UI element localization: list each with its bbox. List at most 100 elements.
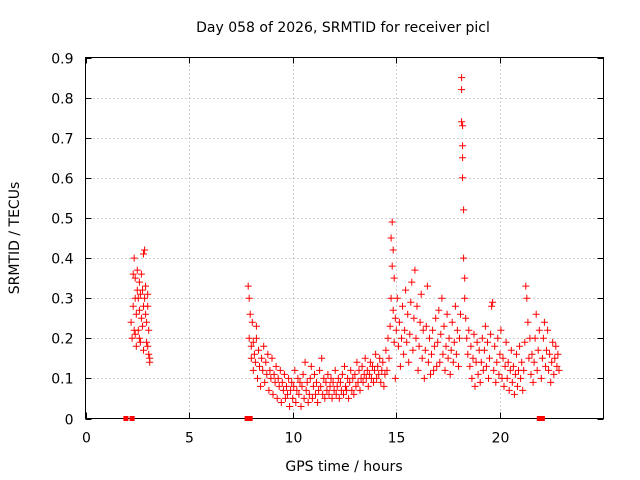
data-point — [263, 370, 271, 378]
data-point — [446, 370, 454, 378]
data-point — [247, 354, 255, 362]
data-point — [511, 370, 519, 378]
data-point — [252, 334, 260, 342]
data-point — [516, 342, 524, 350]
data-point — [375, 370, 383, 378]
data-point — [245, 334, 253, 342]
data-point — [429, 326, 437, 334]
data-point — [372, 350, 380, 358]
data-point — [139, 286, 146, 294]
data-point — [132, 342, 140, 350]
data-point — [495, 370, 503, 378]
data-point — [527, 370, 535, 378]
data-point — [403, 338, 411, 346]
data-point — [131, 274, 139, 282]
data-point — [336, 378, 344, 386]
data-point — [504, 358, 512, 366]
data-point — [427, 370, 434, 378]
data-point — [453, 326, 461, 334]
data-point — [555, 366, 563, 374]
data-point — [135, 306, 143, 314]
data-point — [537, 374, 545, 382]
data-point — [249, 366, 257, 374]
x-tick-label: 10 — [285, 431, 303, 447]
data-point — [267, 374, 275, 382]
data-point — [274, 374, 282, 382]
data-point — [268, 354, 276, 362]
data-point — [455, 362, 462, 370]
data-point — [244, 282, 252, 290]
data-point — [436, 358, 444, 366]
data-point — [542, 362, 549, 370]
data-point — [419, 326, 427, 334]
data-point — [390, 274, 398, 282]
data-point — [538, 354, 546, 362]
data-point — [306, 374, 314, 382]
data-point — [459, 154, 467, 162]
data-point — [406, 330, 414, 338]
data-point — [553, 362, 561, 370]
data-point — [386, 322, 394, 330]
data-point — [517, 374, 525, 382]
data-point — [551, 354, 559, 362]
data-point — [262, 358, 270, 366]
data-point — [409, 346, 417, 354]
data-point — [285, 374, 293, 382]
data-point — [493, 358, 501, 366]
data-point — [256, 362, 263, 370]
data-point — [141, 246, 149, 254]
y-tick-label: 0.5 — [51, 212, 73, 228]
data-point — [437, 330, 445, 338]
data-point — [434, 338, 442, 346]
data-point — [530, 358, 538, 366]
data-point — [528, 350, 536, 358]
data-point — [309, 382, 317, 390]
data-point — [402, 286, 410, 294]
data-point — [539, 334, 547, 342]
data-point — [417, 290, 425, 298]
data-point — [544, 326, 552, 334]
data-point — [371, 366, 378, 374]
axis-ticks — [85, 57, 604, 420]
data-point — [290, 382, 298, 390]
data-point — [277, 399, 285, 406]
data-point — [513, 350, 520, 358]
data-point — [485, 374, 492, 382]
data-point — [505, 386, 513, 394]
data-point — [139, 322, 146, 330]
data-point — [426, 334, 433, 342]
data-point — [442, 342, 450, 350]
data-point — [459, 174, 467, 182]
data-point — [531, 334, 539, 342]
data-point — [525, 354, 533, 362]
data-point — [259, 366, 267, 374]
data-point — [297, 403, 305, 410]
data-point — [488, 302, 496, 310]
data-point — [522, 282, 530, 290]
data-point — [135, 278, 143, 286]
data-point — [322, 378, 330, 386]
data-point — [487, 330, 495, 338]
chart-title: Day 058 of 2026, SRMTID for receiver pic… — [196, 20, 490, 36]
data-point — [361, 354, 369, 362]
data-point — [131, 330, 139, 338]
x-tick-label: 0 — [82, 431, 91, 447]
data-point — [307, 362, 315, 370]
data-point — [449, 358, 457, 366]
data-point — [332, 390, 340, 398]
data-point — [136, 338, 144, 346]
data-point — [143, 318, 151, 326]
data-point — [543, 346, 550, 354]
data-point — [518, 358, 526, 366]
data-point — [303, 378, 311, 386]
x-axis-label: GPS time / hours — [285, 459, 402, 475]
data-point — [496, 350, 504, 358]
data-point — [319, 390, 327, 398]
data-point — [326, 382, 334, 390]
data-point — [507, 346, 515, 354]
data-point — [251, 358, 259, 366]
data-point — [420, 374, 428, 382]
data-point — [459, 122, 467, 130]
data-point — [349, 374, 357, 382]
data-point — [410, 314, 418, 322]
